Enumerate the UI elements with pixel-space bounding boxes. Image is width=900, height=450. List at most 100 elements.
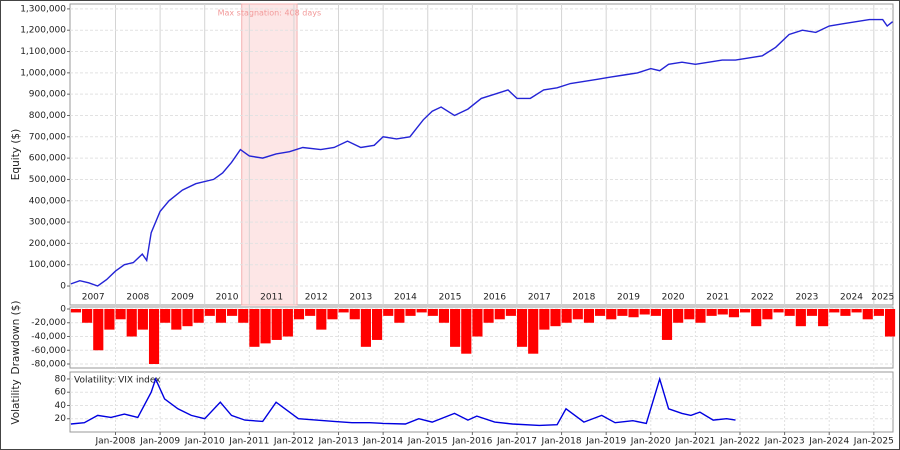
y-tick-label: 200,000: [29, 239, 66, 249]
x-tick-label: Jan-2021: [674, 437, 715, 447]
drawdown-bar: [316, 308, 327, 330]
drawdown-bar: [516, 308, 528, 347]
x-tick-label: 2022: [751, 293, 774, 303]
y-tick-label: 700,000: [29, 132, 66, 142]
x-tick-label: 2017: [528, 293, 551, 303]
x-tick-label: 2016: [483, 293, 506, 303]
x-tick-label: 2023: [795, 293, 818, 303]
drawdown-bar: [427, 308, 438, 316]
drawdown-bar: [305, 308, 316, 316]
drawdown-bar: [818, 308, 829, 327]
y-tick-label: -60,000: [31, 346, 66, 356]
x-tick-label: 2007: [82, 293, 105, 303]
drawdown-bar: [416, 308, 427, 313]
x-tick-label: Jan-2012: [273, 437, 314, 447]
y-tick-label: 900,000: [29, 90, 66, 100]
y-tick-label: 300,000: [29, 218, 66, 228]
drawdown-bar: [739, 308, 751, 313]
drawdown-bar: [550, 308, 561, 327]
x-tick-label: 2013: [349, 293, 372, 303]
x-tick-label: 2020: [662, 293, 685, 303]
series-line: [70, 18, 894, 287]
y-tick-label: 1,200,000: [20, 26, 66, 36]
drawdown-bar: [371, 308, 383, 340]
y-tick-label: 1,100,000: [20, 47, 66, 57]
x-tick-label: Jan-2025: [853, 437, 894, 447]
y-tick-label: 0: [60, 282, 66, 292]
x-tick-label: 2018: [572, 293, 595, 303]
drawdown-bar: [695, 308, 706, 323]
y-axis-label: Volatility: [10, 379, 22, 424]
y-tick-label: 100,000: [29, 260, 66, 270]
panel-label: Volatility: VIX index: [74, 376, 161, 386]
x-tick-label: 2021: [706, 293, 729, 303]
drawdown-bar: [461, 308, 472, 354]
drawdown-bar: [795, 308, 806, 327]
drawdown-bar: [884, 308, 896, 337]
drawdown-bar: [806, 308, 818, 316]
drawdown-bar: [148, 308, 160, 365]
plot-area: [69, 3, 894, 306]
drawdown-bar: [561, 308, 572, 323]
drawdown-bar: [238, 308, 249, 323]
y-tick-label: 1,300,000: [20, 4, 66, 14]
drawdown-bar: [595, 308, 606, 316]
drawdown-bar: [182, 308, 193, 327]
drawdown-bar: [171, 308, 182, 330]
drawdown-bar: [82, 308, 93, 323]
y-tick-label: 400,000: [29, 196, 66, 206]
drawdown-bar: [751, 308, 762, 327]
x-tick-label: Jan-2020: [630, 437, 671, 447]
drawdown-bar: [104, 308, 115, 330]
x-tick-label: Jan-2016: [451, 437, 492, 447]
drawdown-bar: [215, 308, 227, 323]
drawdown-bar: [728, 308, 739, 318]
y-tick-label: 800,000: [29, 111, 66, 121]
y-tick-label: -20,000: [31, 318, 66, 328]
x-tick-label: 2025: [871, 293, 894, 303]
drawdown-bar: [639, 308, 650, 315]
x-tick-label: Jan-2010: [184, 437, 225, 447]
y-tick-label: 20: [55, 414, 67, 424]
series-line: [70, 376, 736, 427]
stagnation-band: [241, 3, 298, 306]
drawdown-bar: [661, 308, 673, 340]
drawdown-bar: [249, 308, 260, 347]
x-tick-label: Jan-2014: [362, 437, 403, 447]
y-tick-label: 40: [55, 401, 67, 411]
drawdown-bar: [360, 308, 371, 347]
x-tick-label: Jan-2017: [496, 437, 537, 447]
drawdown-bar: [260, 308, 271, 344]
x-tick-label: 2019: [617, 293, 640, 303]
drawdown-bar: [773, 308, 784, 313]
y-tick-label: 60: [55, 388, 67, 398]
drawdown-bar: [494, 308, 505, 320]
drawdown-bar: [160, 308, 171, 323]
x-tick-label: 2010: [216, 293, 239, 303]
y-axis-label: Equity ($): [10, 129, 22, 180]
x-tick-label: Jan-2022: [719, 437, 760, 447]
drawdown-bar: [204, 308, 215, 316]
drawdown-bar: [505, 308, 516, 316]
drawdown-bar: [762, 308, 773, 320]
drawdown-bar: [227, 308, 238, 316]
y-tick-label: -40,000: [31, 332, 66, 342]
drawdown-bar: [617, 308, 628, 316]
x-tick-label: Jan-2009: [139, 437, 180, 447]
drawdown-bar: [483, 308, 494, 323]
x-tick-label: Jan-2008: [94, 437, 135, 447]
drawdown-bar: [338, 308, 349, 313]
drawdown-bar: [628, 308, 639, 318]
x-tick-label: Jan-2024: [808, 437, 849, 447]
drawdown-bar: [327, 308, 338, 320]
x-tick-label: 2015: [439, 293, 462, 303]
drawdown-bar: [450, 308, 461, 347]
drawdown-bar: [70, 308, 82, 313]
y-tick-label: -80,000: [31, 360, 66, 370]
drawdown-bar: [539, 308, 550, 330]
drawdown-bar: [115, 308, 126, 320]
x-tick-label: Jan-2018: [541, 437, 582, 447]
x-tick-label: Jan-2015: [407, 437, 448, 447]
drawdown-bar: [673, 308, 684, 323]
